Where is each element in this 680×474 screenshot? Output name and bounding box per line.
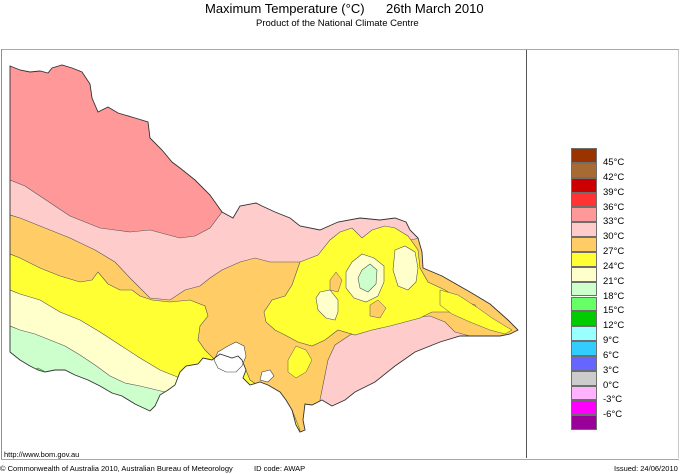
frame-left-border <box>1 49 2 459</box>
frame-divider <box>526 50 527 458</box>
legend-label: 36°C <box>603 202 625 213</box>
issued-date: Issued: 24/06/2010 <box>614 464 678 473</box>
legend-label: 30°C <box>603 231 625 242</box>
legend-label: 9°C <box>603 335 619 346</box>
legend-swatch-36 <box>571 192 597 208</box>
map-frame <box>1 49 679 460</box>
frame-right-border <box>678 50 679 458</box>
legend-swatch-18 <box>571 281 597 297</box>
subtitle-text: Product of the National Climate Centre <box>256 18 419 29</box>
legend-label: -6°C <box>603 409 623 420</box>
legend-label: 15°C <box>603 305 625 316</box>
legend-swatch-42 <box>571 162 597 178</box>
legend-label: 12°C <box>603 320 625 331</box>
legend-swatch-30 <box>571 222 597 238</box>
legend-label: 45°C <box>603 157 625 168</box>
title-text: Maximum Temperature (°C) <box>205 1 365 16</box>
legend-swatch-24 <box>571 251 597 267</box>
legend-label: 33°C <box>603 216 625 227</box>
legend-label: 0°C <box>603 380 619 391</box>
legend-label: 3°C <box>603 365 619 376</box>
legend-label: 18°C <box>603 291 625 302</box>
bom-url-link[interactable]: http://www.bom.gov.au <box>4 450 80 459</box>
id-code: ID code: AWAP <box>254 464 306 473</box>
legend-label: 39°C <box>603 187 625 198</box>
legend-swatch-6 <box>571 341 597 356</box>
legend-swatch-minus6 <box>571 400 597 416</box>
legend-swatch-12 <box>571 311 597 327</box>
legend-label: 42°C <box>603 172 625 183</box>
legend-label: -3°C <box>603 394 623 405</box>
legend-swatch-21 <box>571 266 597 282</box>
legend-swatch-45 <box>571 148 597 163</box>
legend-swatch-39 <box>571 177 597 193</box>
legend-swatch-9 <box>571 326 597 342</box>
legend-label: 6°C <box>603 350 619 361</box>
legend-label: 27°C <box>603 246 625 257</box>
legend-swatch-33 <box>571 207 597 223</box>
legend-swatch-27 <box>571 237 597 252</box>
legend-swatch-0 <box>571 370 597 386</box>
copyright-text: © Commonwealth of Australia 2010, Austra… <box>0 464 233 473</box>
legend-label: 24°C <box>603 261 625 272</box>
legend-label: 21°C <box>603 276 625 287</box>
title-date: 26th March 2010 <box>386 1 484 16</box>
legend-swatch-below-minus6 <box>571 415 597 431</box>
legend-swatch-15 <box>571 296 597 312</box>
legend-swatch-3 <box>571 355 597 371</box>
legend-swatch-minus3 <box>571 385 597 401</box>
